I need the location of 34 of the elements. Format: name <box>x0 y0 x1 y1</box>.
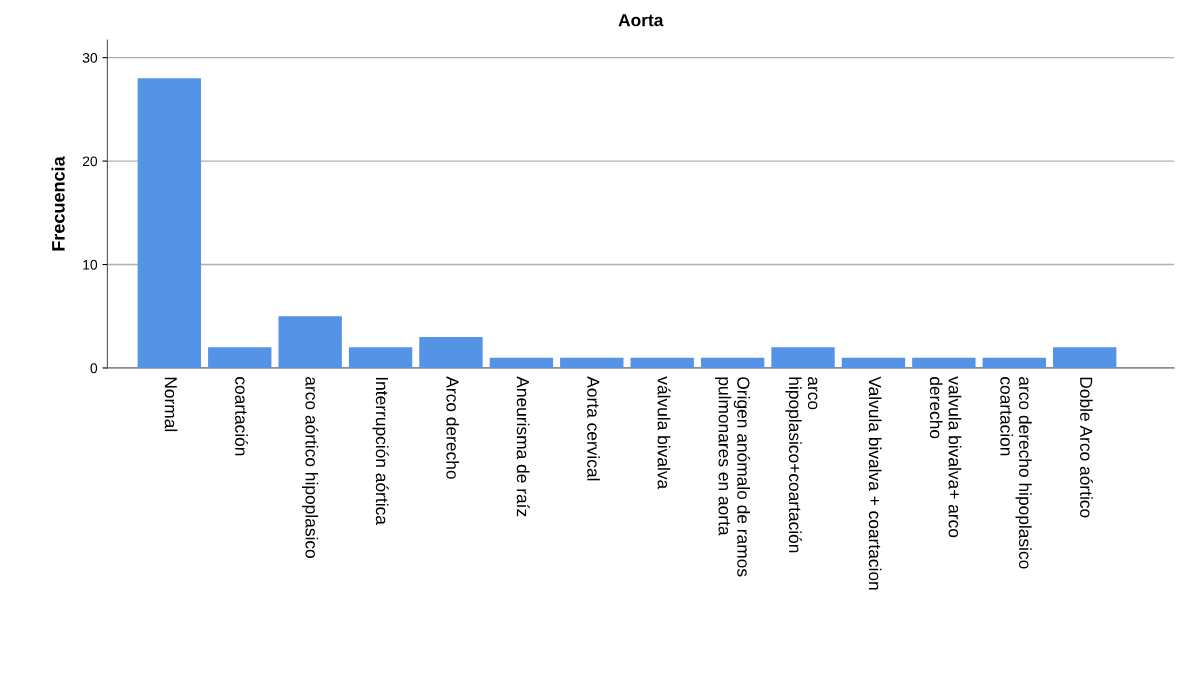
x-tick-label: Interrupción aórtica <box>372 377 389 525</box>
x-tick-label: válvula bivalva <box>657 376 671 490</box>
chart-title: Aorta <box>618 14 664 27</box>
y-tick-label: 20 <box>82 156 98 167</box>
y-tick-label: 10 <box>83 259 98 270</box>
bar <box>208 347 272 368</box>
bar <box>348 347 413 368</box>
x-tick-label: Normal <box>164 377 178 432</box>
bar <box>841 357 906 368</box>
x-tick-label: arco derecho hipoplasico coartacion <box>1000 377 1032 569</box>
bar <box>630 357 694 368</box>
x-tick-label: valvula bivalva+ arco derecho <box>929 376 962 538</box>
bar <box>137 78 202 368</box>
y-axis-title: Frecuencia <box>51 156 65 251</box>
bar <box>771 347 835 368</box>
x-tick-label: Origen anómalo de ramos pulmonares en aorta <box>715 377 751 577</box>
bar <box>489 357 554 368</box>
bar <box>419 336 483 368</box>
x-tick-label: Doble Arco aórtico <box>1080 377 1093 518</box>
bar <box>700 357 765 368</box>
bar <box>912 357 976 368</box>
bar <box>560 357 624 368</box>
bar <box>278 316 342 368</box>
x-tick-label: Aneurisma de raíz <box>516 376 530 517</box>
x-tick-label: arco aórtico hipoplasico <box>301 377 319 558</box>
x-tick-label: coartación <box>235 377 249 456</box>
x-tick-label: Valvula bivalva + coartacion <box>868 376 882 590</box>
y-tick-label: 30 <box>82 52 98 63</box>
y-tick-label: 0 <box>90 363 98 374</box>
bar <box>1052 347 1117 368</box>
x-tick-label: Arco derecho <box>446 376 460 479</box>
x-tick-label: arco hipoplasico+coartación <box>785 377 818 553</box>
bar <box>982 357 1046 368</box>
x-tick-label: Aorta cervical <box>587 376 600 481</box>
